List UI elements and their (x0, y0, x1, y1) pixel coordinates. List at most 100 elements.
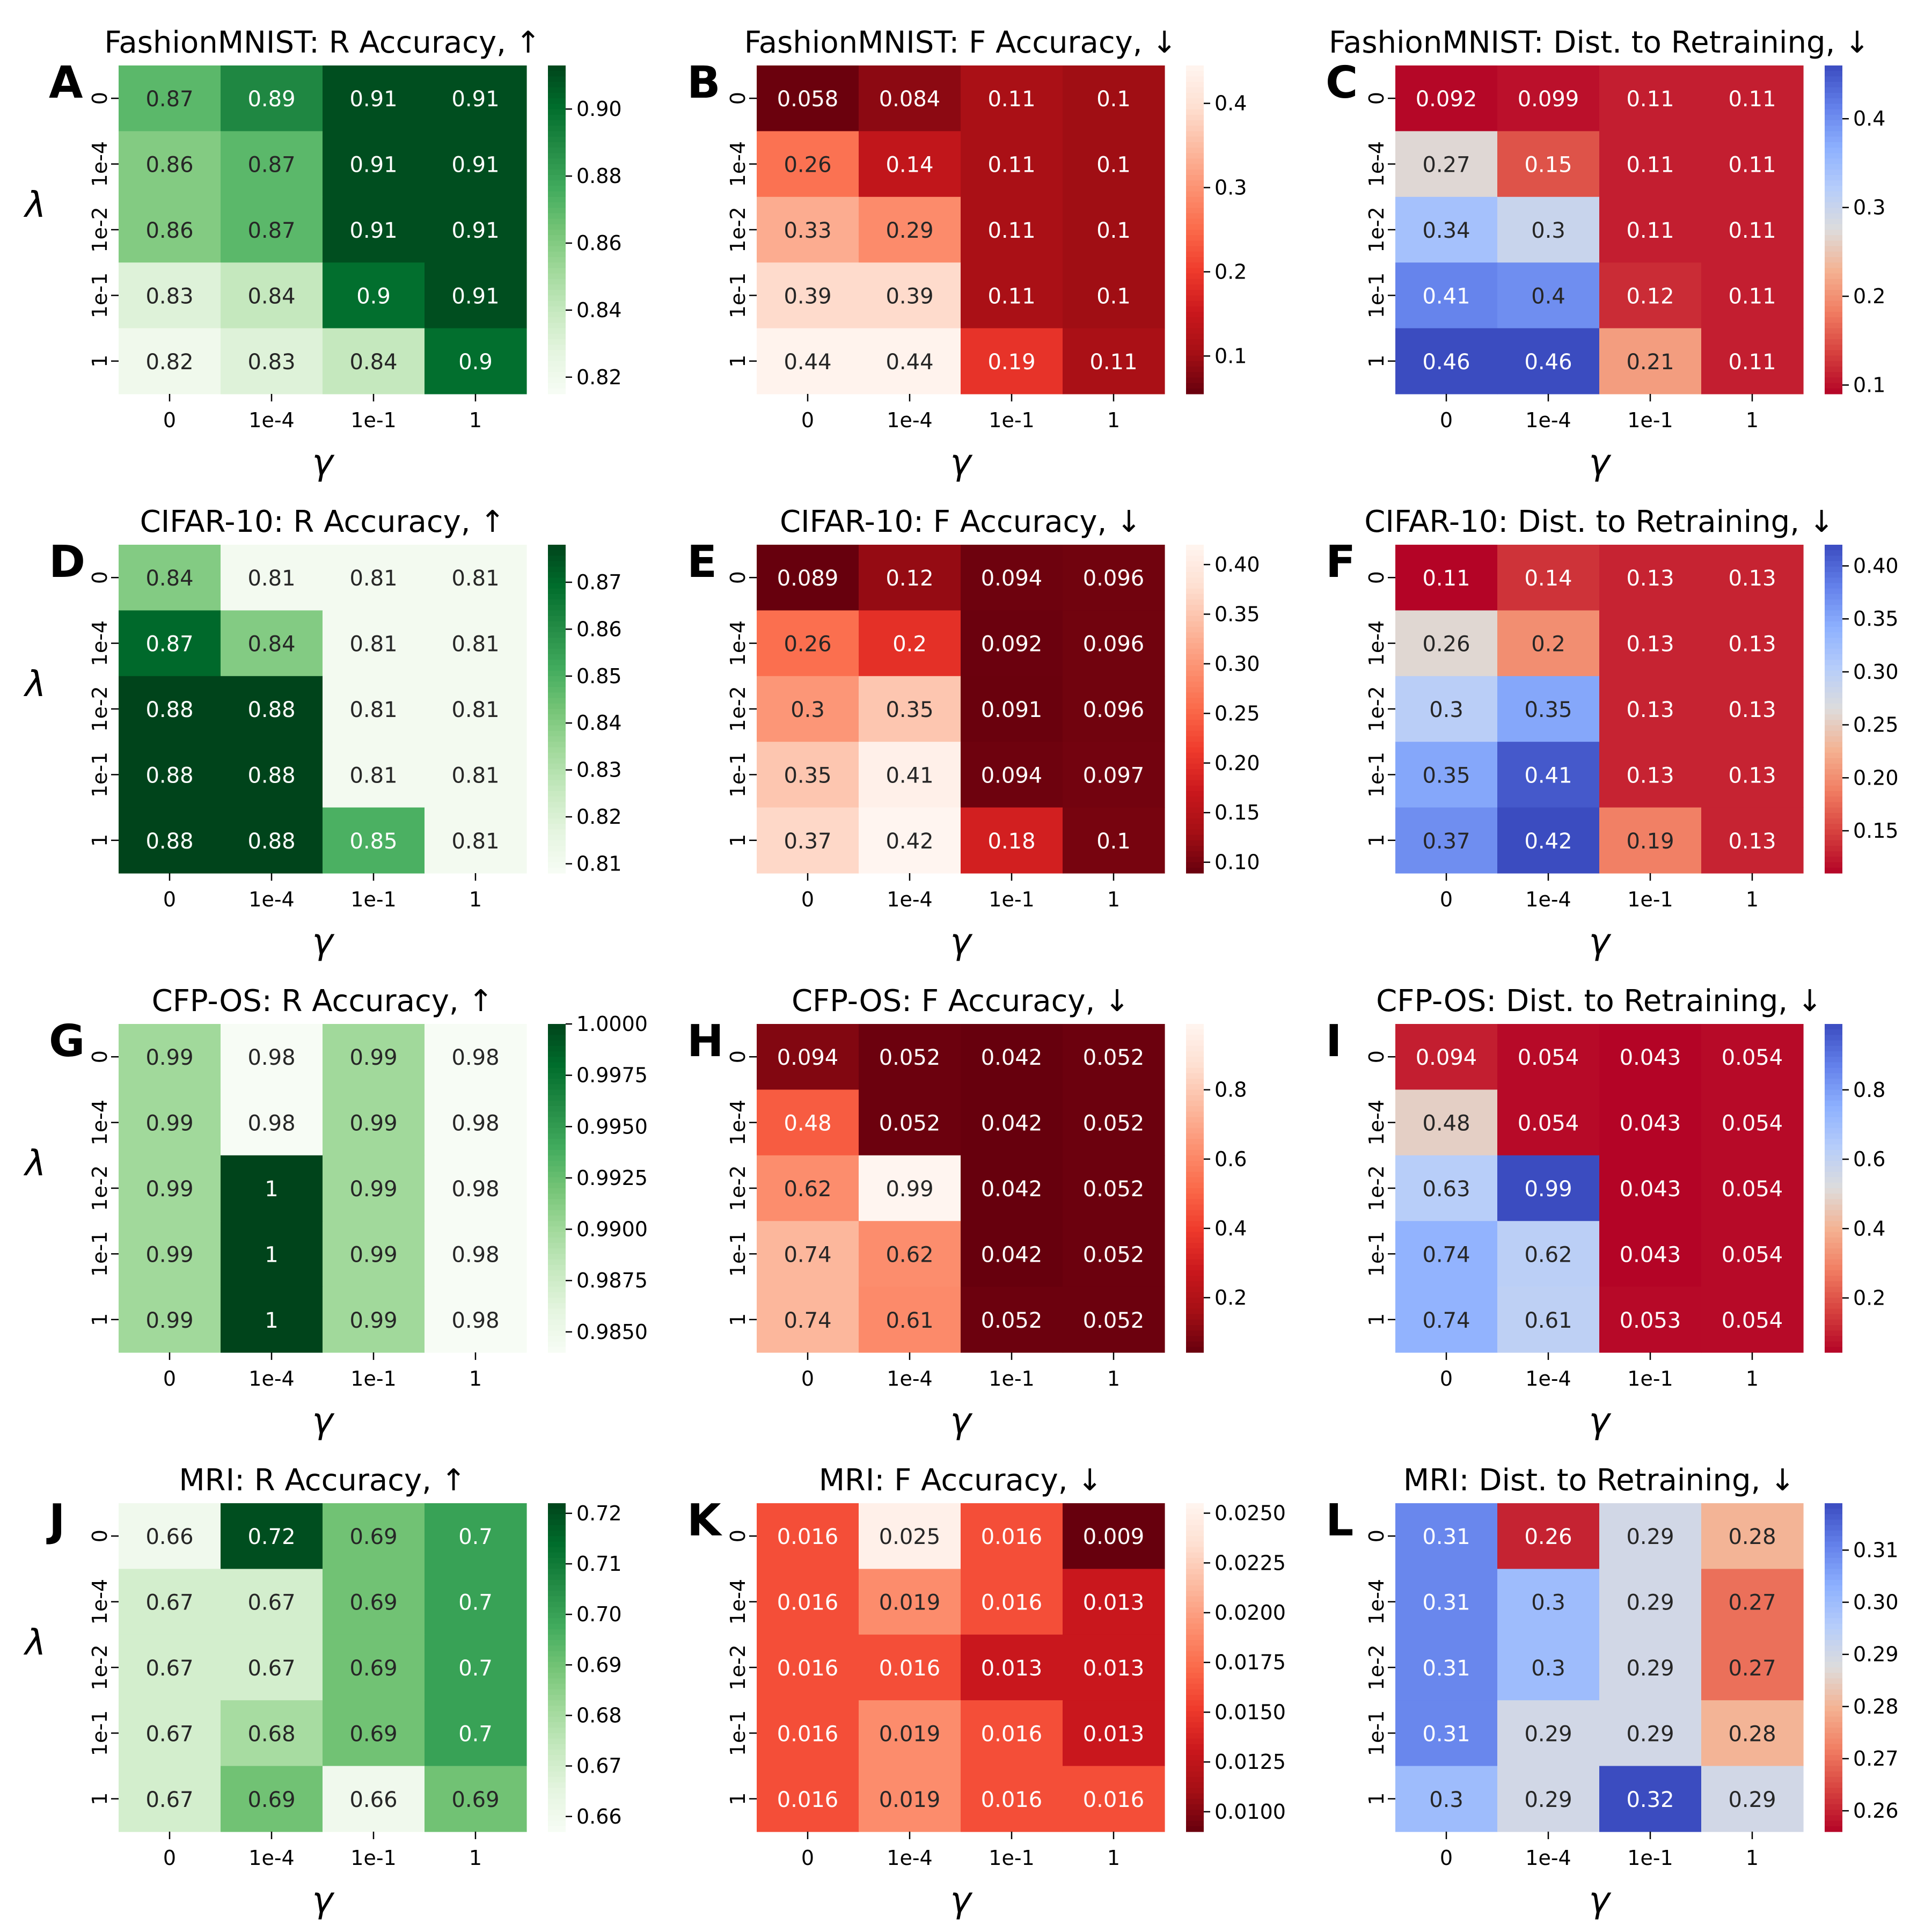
panel-j-colorbar-segment (548, 1618, 566, 1624)
panel-c-heatmap-cell (1497, 131, 1600, 197)
panel-i-heatmap-cell (1395, 1024, 1498, 1090)
panel-l-colorbar-segment (1825, 1574, 1842, 1580)
panel-b-colorbar-segment (1186, 71, 1204, 77)
panel-f-colorbar-segment (1825, 730, 1842, 737)
panel-c-colorbar-tick-label: 0.2 (1853, 284, 1885, 308)
panel-k-cell-label: 0.016 (777, 1788, 839, 1812)
panel-g-heatmap-cell (221, 1221, 323, 1287)
panel-g-colorbar-segment (548, 1161, 566, 1167)
panel-e-cell-label: 0.41 (885, 763, 933, 788)
panel-h-y-tick-label: 1e-1 (726, 1231, 750, 1277)
panel-c-colorbar-segment (1825, 262, 1842, 268)
panel-b-colorbar-segment (1186, 114, 1204, 121)
panel-c-colorbar-segment (1825, 355, 1842, 362)
panel-b-cell-label: 0.44 (885, 350, 933, 375)
panel-l-cell-label: 0.31 (1422, 1525, 1470, 1549)
panel-h-colorbar-segment (1186, 1194, 1204, 1199)
panel-c-heatmap-cell (1395, 131, 1498, 197)
panel-f-heatmap-cell (1599, 610, 1702, 677)
panel-a-heatmap-cell (323, 328, 425, 394)
panel-l-colorbar-segment (1825, 1645, 1842, 1651)
panel-a-heatmap-cell (221, 65, 323, 131)
panel-i-colorbar-segment (1825, 1254, 1842, 1260)
panel-i-cell-label: 0.99 (1524, 1177, 1572, 1202)
panel-b-y-tick-label: 0 (726, 92, 750, 105)
panel-e-cell-label: 0.2 (892, 632, 927, 657)
panel-d-colorbar-segment (548, 796, 566, 802)
panel-c-colorbar-segment (1825, 93, 1842, 99)
panel-c-heatmap-cell (1701, 196, 1804, 263)
panel-k-colorbar-segment (1186, 1755, 1204, 1761)
panel-d-heatmap-cell (323, 676, 425, 742)
panel-k-colorbar-segment (1186, 1810, 1204, 1816)
panel-d-colorbar-tick-label: 0.87 (576, 570, 622, 594)
panel-h-colorbar-segment (1186, 1100, 1204, 1107)
panel-a-cell-label: 0.86 (145, 153, 193, 178)
panel-a-colorbar-segment (548, 377, 566, 384)
panel-g-cell-label: 1 (265, 1308, 278, 1333)
panel-d-heatmap-cell (119, 742, 221, 808)
panel-i-colorbar-segment (1825, 1100, 1842, 1107)
panel-a-colorbar-segment (548, 230, 566, 236)
panel-e-colorbar-segment (1186, 807, 1204, 814)
panel-h-colorbar-segment (1186, 1188, 1204, 1194)
panel-g-heatmap-cell (425, 1024, 527, 1090)
panel-j-colorbar-segment (548, 1777, 566, 1783)
panel-e-colorbar-segment (1186, 851, 1204, 857)
panel-c-cell-label: 0.11 (1728, 218, 1776, 243)
panel-k-cell-label: 0.016 (1083, 1788, 1145, 1812)
panel-i-colorbar-segment (1825, 1057, 1842, 1063)
panel-c-colorbar-segment (1825, 82, 1842, 88)
panel-k-cell-label: 0.016 (777, 1656, 839, 1681)
panel-d-y-tick-label: 1e-4 (88, 620, 112, 666)
panel-l-colorbar-segment (1825, 1711, 1842, 1717)
panel-i-cell-label: 0.043 (1620, 1242, 1681, 1267)
panel-h-heatmap-cell (961, 1024, 1063, 1090)
panel-j-heatmap-cell (425, 1700, 527, 1767)
panel-e-cell-label: 0.42 (885, 829, 933, 854)
panel-h-colorbar-segment (1186, 1319, 1204, 1326)
panel-i-colorbar-segment (1825, 1084, 1842, 1090)
panel-j-colorbar-segment (548, 1651, 566, 1657)
panel-k-x-tick-label: 1e-4 (887, 1846, 932, 1870)
panel-a-cell-label: 0.84 (247, 284, 295, 309)
panel-g-colorbar-segment (548, 1062, 566, 1069)
panel-k-colorbar-segment (1186, 1798, 1204, 1805)
panel-b-heatmap-cell (1063, 328, 1165, 394)
panel-j-heatmap-cell (425, 1766, 527, 1832)
panel-l-colorbar-segment (1825, 1569, 1842, 1575)
panel-d-colorbar-segment (548, 594, 566, 600)
panel-j-cell-label: 0.68 (247, 1722, 295, 1746)
panel-i-heatmap-cell (1497, 1221, 1600, 1287)
panel-a-colorbar-segment (548, 76, 566, 83)
panel-e-colorbar-segment (1186, 818, 1204, 824)
panel-b-colorbar-tick-label: 0.1 (1214, 344, 1247, 368)
panel-b-heatmap-cell (859, 196, 961, 263)
panel-i-x-axis-label: γ (1589, 1400, 1611, 1441)
panel-k-heatmap-cell (859, 1634, 961, 1701)
panel-j-colorbar-segment (548, 1788, 566, 1794)
panel-c-colorbar-segment (1825, 367, 1842, 372)
panel-j-colorbar-segment (548, 1826, 566, 1832)
panel-k-colorbar-segment (1186, 1509, 1204, 1514)
panel-i-cell-label: 0.054 (1518, 1111, 1579, 1136)
panel-h-colorbar-segment (1186, 1133, 1204, 1139)
panel-d-heatmap-cell (323, 545, 425, 611)
panel-l-x-tick-label: 1e-1 (1627, 1846, 1673, 1870)
panel-f-cell-label: 0.13 (1728, 698, 1776, 722)
panel-f-letter: F (1326, 537, 1356, 588)
panel-j-x-tick-label: 1 (469, 1846, 482, 1870)
panel-e-colorbar-segment (1186, 599, 1204, 605)
panel-k-heatmap-cell (859, 1766, 961, 1832)
panel-e-colorbar-segment (1186, 670, 1204, 677)
panel-a-colorbar-segment (548, 312, 566, 318)
panel-j-cell-label: 0.7 (458, 1656, 493, 1681)
panel-e-x-tick-label: 1e-1 (989, 888, 1034, 911)
panel-d-y-tick-label: 1e-2 (88, 686, 112, 731)
panel-f-colorbar-segment (1825, 660, 1842, 665)
panel-b-cell-label: 0.14 (885, 153, 933, 178)
panel-c-cell-label: 0.15 (1524, 153, 1572, 178)
panel-d-colorbar-segment (548, 709, 566, 715)
panel-g-colorbar-segment (548, 1210, 566, 1216)
panel-i-colorbar-segment (1825, 1045, 1842, 1052)
